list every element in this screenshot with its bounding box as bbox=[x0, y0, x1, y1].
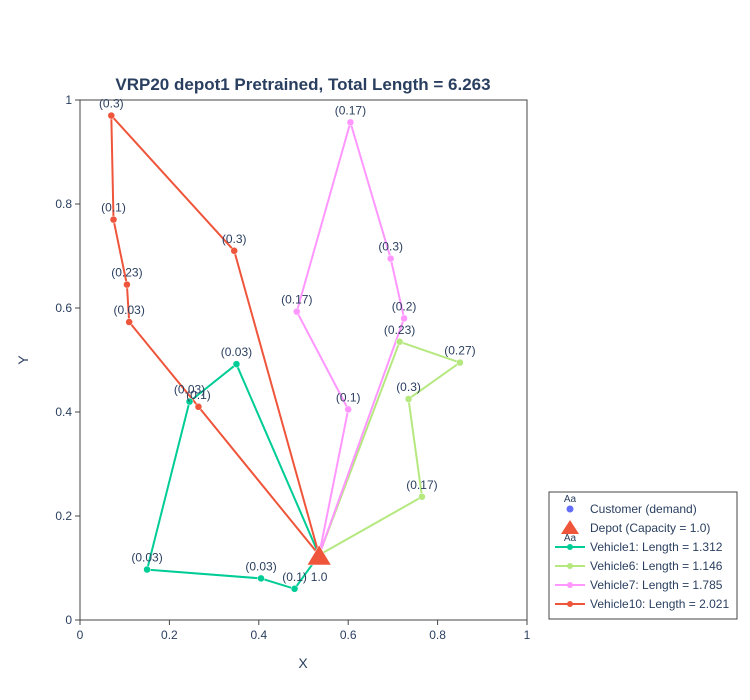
route-point bbox=[230, 247, 238, 255]
demand-label: (0.1) bbox=[282, 570, 307, 584]
demand-label: (0.3) bbox=[222, 232, 247, 246]
legend-customer-symbol bbox=[566, 505, 574, 513]
y-tick-label: 0 bbox=[65, 613, 72, 627]
legend-customer-label: Customer (demand) bbox=[590, 502, 697, 516]
route-line-4 bbox=[110, 114, 321, 556]
demand-labels: (0.3) (0.1) (0.23) (0.03) (0.3) (0.17) (0.3) (0… bbox=[99, 97, 476, 584]
legend: Aa Customer (demand) Aa Depot (Capacity = 1… bbox=[548, 491, 738, 620]
legend-series-marker bbox=[567, 601, 573, 607]
demand-label: (0.1) bbox=[101, 201, 126, 215]
x-tick-label: 1 bbox=[524, 628, 531, 642]
route-point bbox=[143, 565, 151, 574]
route-point bbox=[107, 111, 116, 120]
route-point bbox=[232, 360, 241, 368]
demand-label: (0.03) bbox=[131, 551, 162, 565]
legend-series-marker bbox=[567, 563, 573, 569]
route-point bbox=[344, 405, 352, 414]
demand-label: (0.3) bbox=[99, 97, 124, 111]
demand-label: (0.27) bbox=[444, 344, 475, 358]
y-tick-label: 1 bbox=[65, 93, 72, 107]
route-point bbox=[400, 314, 408, 323]
route-point bbox=[395, 338, 404, 346]
demand-label: (0.2) bbox=[392, 299, 417, 313]
y-tick-label: 0.2 bbox=[55, 509, 72, 523]
y-tick-label: 0.8 bbox=[55, 197, 72, 211]
x-tick-label: 0.4 bbox=[250, 628, 267, 642]
route-point bbox=[290, 585, 299, 593]
legend-series-marker bbox=[567, 582, 573, 588]
chart-title: VRP20 depot1 Pretrained, Total Length = … bbox=[115, 75, 490, 94]
demand-label: (0.23) bbox=[111, 266, 142, 280]
route-point bbox=[418, 493, 426, 501]
route-point bbox=[346, 118, 355, 127]
x-axis-title: X bbox=[298, 655, 308, 671]
depot-label: 1.0 bbox=[311, 570, 328, 584]
y-axis-ticks: 0 0.2 0.4 0.6 0.8 1 bbox=[55, 93, 80, 627]
demand-label: (0.03) bbox=[174, 383, 205, 397]
depot-group: 1.0 bbox=[306, 544, 332, 584]
demand-label: (0.17) bbox=[406, 478, 437, 492]
demand-label: (0.17) bbox=[281, 293, 312, 307]
legend-series-label: Vehicle6: Length = 1.146 bbox=[590, 559, 723, 573]
demand-label: (0.3) bbox=[396, 380, 421, 394]
route-point bbox=[109, 215, 118, 224]
y-tick-label: 0.6 bbox=[55, 301, 72, 315]
demand-label: (0.03) bbox=[221, 345, 252, 359]
x-axis-ticks: 0 0.2 0.4 0.6 0.8 1 bbox=[77, 620, 531, 642]
route-point bbox=[293, 307, 301, 316]
demand-label: (0.3) bbox=[378, 240, 403, 254]
route-point bbox=[404, 395, 413, 403]
route-point bbox=[185, 397, 194, 406]
legend-glyph-text: Aa bbox=[564, 533, 577, 544]
demand-label: (0.17) bbox=[335, 103, 366, 117]
legend-series-label: Vehicle7: Length = 1.785 bbox=[590, 578, 723, 592]
legend-series-label: Vehicle1: Length = 1.312 bbox=[590, 540, 723, 554]
demand-label: (0.03) bbox=[113, 303, 144, 317]
x-tick-label: 0.6 bbox=[340, 628, 357, 642]
legend-depot-symbol bbox=[561, 520, 579, 534]
route-point bbox=[194, 403, 203, 411]
demand-label: (0.03) bbox=[245, 559, 276, 573]
demand-label: (0.1) bbox=[186, 388, 211, 402]
x-tick-label: 0 bbox=[77, 628, 84, 642]
x-tick-label: 0.2 bbox=[161, 628, 178, 642]
demand-label: (0.23) bbox=[384, 323, 415, 337]
route-point bbox=[456, 358, 464, 367]
legend-glyph-text: Aa bbox=[564, 494, 577, 505]
depot-marker bbox=[306, 544, 332, 566]
x-tick-label: 0.8 bbox=[429, 628, 446, 642]
legend-depot-label: Depot (Capacity = 1.0) bbox=[590, 521, 710, 535]
route-point bbox=[125, 318, 133, 326]
demand-label: (0.1) bbox=[336, 390, 361, 404]
y-axis-title: Y bbox=[15, 355, 31, 365]
legend-series-label: Vehicle10: Length = 2.021 bbox=[590, 597, 729, 611]
route-point bbox=[257, 574, 265, 583]
route-point bbox=[386, 254, 395, 263]
legend-series-marker bbox=[567, 544, 573, 550]
route-point bbox=[123, 280, 131, 289]
legend-box bbox=[548, 491, 738, 620]
route-line-2 bbox=[318, 340, 461, 556]
y-tick-label: 0.4 bbox=[55, 405, 72, 419]
